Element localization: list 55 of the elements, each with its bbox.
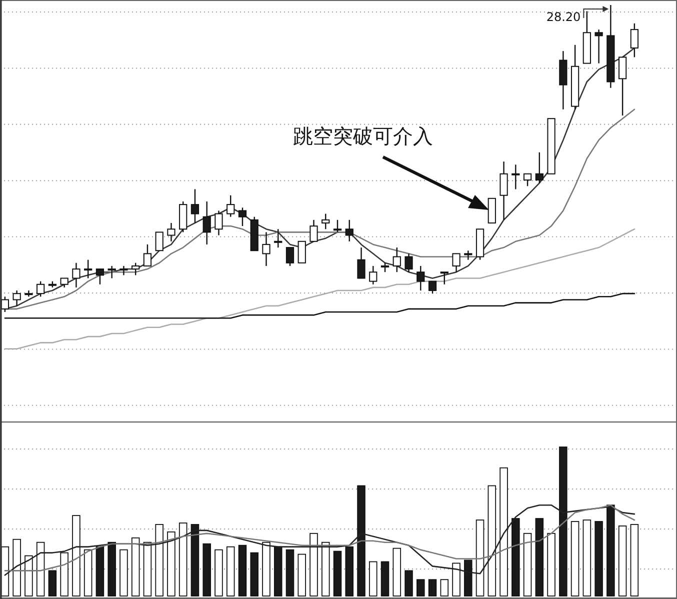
bar [48, 570, 57, 596]
bar [155, 524, 164, 596]
bar [143, 542, 152, 596]
bar [357, 485, 366, 596]
bar [250, 552, 258, 596]
bar [262, 542, 270, 596]
annotation: 跳空突破可介入 [293, 124, 433, 148]
bar [559, 446, 568, 596]
bar [594, 521, 603, 596]
bar [12, 538, 21, 596]
bar [120, 549, 128, 596]
bar [167, 531, 176, 596]
bar [286, 549, 294, 596]
bar [226, 546, 235, 596]
bar [60, 552, 68, 596]
bar [523, 532, 532, 596]
bar [298, 554, 306, 596]
bar [452, 562, 460, 596]
bar [416, 579, 425, 596]
bar [333, 550, 342, 596]
bar [380, 561, 390, 596]
bar [84, 549, 92, 596]
bar [570, 521, 580, 596]
bar [108, 542, 116, 596]
bar [500, 467, 508, 596]
bar [24, 555, 33, 596]
bar [547, 532, 556, 596]
bar [72, 515, 80, 596]
bar [488, 485, 496, 596]
bar [464, 560, 472, 596]
bar [369, 561, 378, 596]
bar [131, 537, 140, 596]
bar [310, 532, 318, 596]
bar [178, 522, 188, 596]
bar [274, 546, 282, 596]
bar [606, 504, 615, 596]
bar [404, 570, 413, 596]
bar [321, 542, 330, 596]
bar [535, 518, 544, 596]
bar [512, 518, 520, 596]
bar [36, 542, 45, 596]
bar [476, 520, 484, 596]
bar [214, 549, 223, 596]
bar [428, 579, 437, 596]
bar [392, 548, 402, 596]
bar [238, 544, 247, 596]
bar [190, 524, 200, 596]
bar [618, 526, 627, 596]
bar [582, 520, 592, 596]
bar [96, 546, 104, 596]
bar [440, 579, 449, 596]
annotation: 28.20 [546, 10, 581, 24]
bar [345, 546, 354, 596]
bar [630, 524, 639, 596]
bar [202, 543, 211, 596]
